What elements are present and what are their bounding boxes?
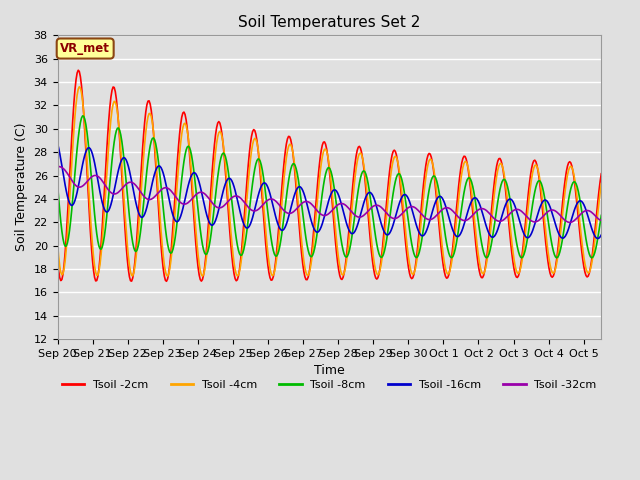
- Tsoil -32cm: [54, 164, 61, 169]
- Tsoil -2cm: [502, 185, 509, 191]
- Line: Tsoil -8cm: Tsoil -8cm: [58, 116, 601, 258]
- Tsoil -2cm: [74, 67, 82, 73]
- Tsoil -4cm: [54, 240, 61, 246]
- Line: Tsoil -32cm: Tsoil -32cm: [58, 167, 601, 222]
- Tsoil -32cm: [348, 209, 356, 215]
- Line: Tsoil -4cm: Tsoil -4cm: [58, 87, 601, 276]
- Tsoil -4cm: [586, 266, 594, 272]
- Tsoil -4cm: [314, 192, 322, 197]
- Tsoil -2cm: [163, 278, 170, 284]
- Tsoil -8cm: [316, 207, 324, 213]
- Tsoil -2cm: [586, 265, 594, 271]
- Tsoil -8cm: [378, 254, 386, 260]
- Tsoil -8cm: [313, 232, 321, 238]
- Tsoil -2cm: [380, 236, 387, 242]
- Y-axis label: Soil Temperature (C): Soil Temperature (C): [15, 123, 28, 252]
- Tsoil -32cm: [586, 208, 593, 214]
- Tsoil -32cm: [566, 219, 573, 225]
- Tsoil -4cm: [597, 181, 605, 187]
- Tsoil -8cm: [586, 254, 594, 260]
- Tsoil -16cm: [594, 236, 602, 241]
- Tsoil -8cm: [500, 177, 508, 182]
- Tsoil -2cm: [54, 256, 61, 262]
- Tsoil -2cm: [317, 148, 325, 154]
- Tsoil -32cm: [378, 204, 385, 210]
- Tsoil -32cm: [316, 210, 323, 216]
- Tsoil -4cm: [350, 185, 358, 191]
- Tsoil -8cm: [54, 181, 61, 187]
- Text: VR_met: VR_met: [60, 42, 110, 55]
- Legend: Tsoil -2cm, Tsoil -4cm, Tsoil -8cm, Tsoil -16cm, Tsoil -32cm: Tsoil -2cm, Tsoil -4cm, Tsoil -8cm, Tsoi…: [58, 375, 601, 394]
- Tsoil -16cm: [584, 214, 592, 220]
- Tsoil -4cm: [76, 84, 83, 90]
- Tsoil -16cm: [54, 140, 61, 146]
- Tsoil -32cm: [597, 217, 605, 223]
- Line: Tsoil -2cm: Tsoil -2cm: [58, 70, 601, 281]
- Tsoil -16cm: [499, 209, 507, 215]
- Tsoil -8cm: [597, 213, 605, 218]
- Tsoil -32cm: [499, 217, 507, 223]
- Tsoil -8cm: [349, 228, 356, 233]
- Tsoil -4cm: [317, 161, 325, 167]
- Tsoil -16cm: [312, 228, 319, 234]
- Tsoil -2cm: [350, 171, 358, 177]
- Tsoil -8cm: [79, 113, 86, 119]
- Tsoil -16cm: [597, 232, 605, 238]
- Tsoil -4cm: [380, 245, 387, 251]
- Tsoil -2cm: [314, 176, 322, 182]
- Line: Tsoil -16cm: Tsoil -16cm: [58, 143, 601, 239]
- Title: Soil Temperatures Set 2: Soil Temperatures Set 2: [238, 15, 420, 30]
- Tsoil -32cm: [312, 206, 319, 212]
- Tsoil -16cm: [378, 220, 385, 226]
- Tsoil -16cm: [348, 231, 356, 237]
- X-axis label: Time: Time: [314, 364, 345, 377]
- Tsoil -2cm: [597, 171, 605, 177]
- Tsoil -16cm: [316, 228, 323, 234]
- Tsoil -4cm: [502, 180, 509, 185]
- Tsoil -8cm: [553, 255, 561, 261]
- Tsoil -4cm: [198, 273, 206, 279]
